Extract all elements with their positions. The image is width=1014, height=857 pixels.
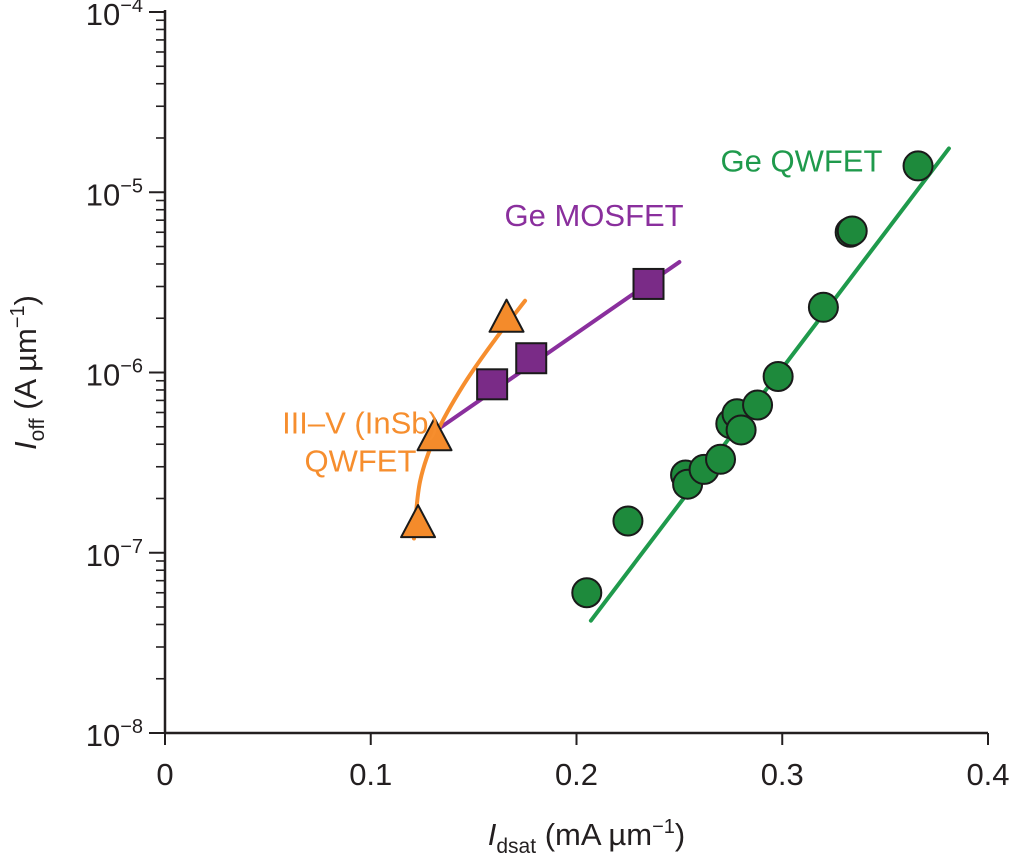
series-label-line: Ge MOSFET [504, 198, 683, 233]
x-axis-title-close: ) [675, 817, 685, 852]
point-ge-qwfet [836, 215, 868, 247]
y-axis-title-unit: (A µm [8, 328, 43, 418]
x-axis-title: Idsat (mA µm−1) [488, 816, 686, 857]
point-ge-qwfet [612, 505, 644, 537]
y-tick-label: 10−8 [86, 716, 143, 753]
y-tick-base: 10 [86, 358, 120, 393]
point-ge-qwfet [807, 291, 839, 323]
point-ge-qwfet [902, 150, 934, 182]
y-tick-label: 10−6 [86, 356, 143, 393]
series-label-ge-mosfet: Ge MOSFET [504, 198, 683, 233]
x-tick-label: 0 [156, 757, 173, 792]
y-tick-base: 10 [86, 0, 120, 32]
y-tick-label: 10−5 [86, 175, 143, 212]
axes: 0 0.1 0.2 0.3 0.410−810−710−610−510−4 [86, 0, 1010, 792]
y-axis-title-close: ) [8, 295, 43, 305]
point-ge-qwfet [571, 577, 603, 609]
point-iii-v-insb-qwfet [400, 504, 437, 539]
y-axis-title-sub: off [26, 418, 49, 441]
y-tick-base: 10 [86, 718, 120, 753]
axis-titles: Idsat (mA µm−1)Ioff (A µm−1) [7, 295, 685, 857]
x-axis-title-main: I [488, 817, 497, 852]
point-ge-mosfet [515, 342, 548, 375]
data-points [400, 150, 934, 609]
point-iii-v-insb-qwfet [488, 298, 525, 333]
y-axis-title-exp: −1 [7, 305, 29, 328]
series-labels: Ge QWFET Ge MOSFET III–V (InSb) QWFET [282, 144, 882, 479]
y-tick-exponent: −4 [120, 0, 143, 17]
point-iii-v-insb-qwfet [416, 417, 453, 452]
x-axis-title-unit: (mA µm [536, 817, 652, 852]
series-label-line: III–V (InSb) [282, 405, 439, 440]
y-tick-base: 10 [86, 177, 120, 212]
x-tick-label: 0.4 [966, 757, 1009, 792]
y-tick-label: 10−7 [86, 536, 143, 573]
series-label-line: QWFET [305, 443, 417, 478]
x-tick-label: 0.3 [761, 757, 804, 792]
y-tick-base: 10 [86, 538, 120, 573]
y-tick-exponent: −6 [120, 356, 143, 378]
y-tick-label: 10−4 [86, 0, 143, 32]
y-tick-exponent: −7 [120, 536, 143, 558]
point-ge-mosfet [632, 267, 665, 300]
point-ge-qwfet [762, 361, 794, 393]
point-ge-qwfet [725, 414, 757, 446]
point-ge-mosfet [476, 368, 509, 401]
y-axis-title-main: I [8, 441, 43, 450]
x-axis-title-sub: dsat [496, 835, 536, 857]
series-label-line: Ge QWFET [721, 144, 883, 179]
fit-line-iii-v-insb-qwfet [411, 298, 528, 541]
x-tick-label: 0.1 [349, 757, 392, 792]
y-tick-exponent: −5 [120, 175, 143, 197]
series-label-ge-qwfet: Ge QWFET [721, 144, 883, 179]
y-axis-title: Ioff (A µm−1) [7, 295, 49, 450]
x-axis-title-exp: −1 [652, 816, 675, 838]
x-tick-label: 0.2 [555, 757, 598, 792]
y-tick-exponent: −8 [120, 716, 143, 738]
series-label-iii-v-insb-qwfet: III–V (InSb) QWFET [282, 405, 439, 478]
point-ge-qwfet [742, 389, 774, 421]
point-ge-qwfet [705, 443, 737, 475]
